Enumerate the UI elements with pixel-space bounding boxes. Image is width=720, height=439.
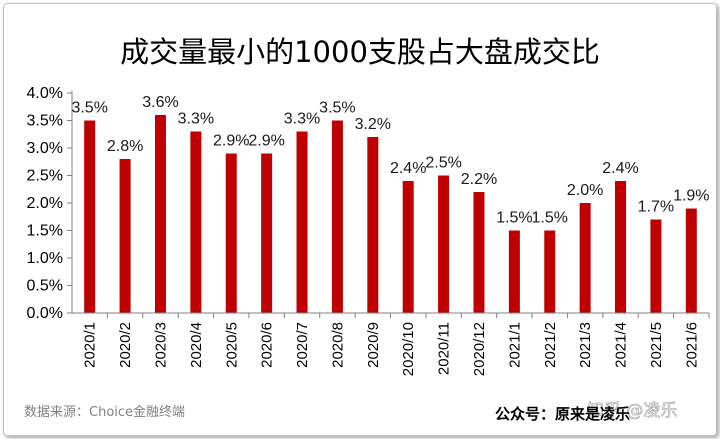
bar-chart: 成交量最小的1000支股占大盘成交比 0.0% 0.5% 1.0% 1.5% 2.0% 2… <box>24 35 710 423</box>
bar <box>190 131 202 313</box>
x-tick-label: 2021/5 <box>648 322 665 368</box>
x-tick-label: 2020/8 <box>329 322 346 368</box>
x-tick-label: 2021/4 <box>613 322 630 368</box>
bar <box>438 175 450 313</box>
bar <box>119 159 131 313</box>
bar <box>296 131 308 313</box>
x-tick-label: 2020/5 <box>223 322 240 368</box>
bar <box>84 120 96 313</box>
data-labels: 3.5%2.8%3.6%3.3%2.9%2.9%3.3%3.5%3.2%2.4%… <box>71 94 709 227</box>
x-axis: 2020/1 2020/2 2020/3 2020/4 2020/5 2020/6 2020… <box>72 312 710 376</box>
data-label: 2.4% <box>602 160 638 177</box>
x-tick-label: 2020/10 <box>400 322 417 376</box>
y-tick-label: 2.5% <box>27 168 63 185</box>
data-label: 1.5% <box>496 210 532 227</box>
data-label: 2.9% <box>248 133 284 150</box>
y-tick-label: 1.5% <box>27 223 63 240</box>
y-tick-label: 3.0% <box>27 140 63 157</box>
y-tick-label: 4.0% <box>27 85 63 102</box>
bar <box>544 230 556 313</box>
data-label: 2.0% <box>567 182 603 199</box>
data-label: 2.8% <box>107 138 143 155</box>
bar <box>261 153 273 313</box>
y-tick-label: 1.0% <box>27 250 63 267</box>
data-label: 3.3% <box>284 111 320 128</box>
bar <box>685 208 697 313</box>
bar <box>650 219 662 313</box>
bar <box>367 137 379 313</box>
chart-frame: 成交量最小的1000支股占大盘成交比 0.0% 0.5% 1.0% 1.5% 2.0% 2… <box>3 3 717 436</box>
bars <box>84 115 697 313</box>
x-tick-label: 2020/11 <box>436 322 453 375</box>
x-tick-label: 2020/4 <box>188 322 205 368</box>
bar <box>331 120 343 313</box>
bar <box>473 192 485 313</box>
x-tick-label: 2020/12 <box>471 322 488 376</box>
x-tick-label: 2020/9 <box>365 322 382 368</box>
y-tick-label: 2.0% <box>27 195 63 212</box>
data-label: 3.5% <box>71 100 107 117</box>
y-tick-label: 0.5% <box>27 278 63 295</box>
y-axis: 0.0% 0.5% 1.0% 1.5% 2.0% 2.5% 3.0% 3.5% 4.0% <box>27 85 73 322</box>
data-label: 2.9% <box>213 133 249 150</box>
y-tick-label: 3.5% <box>27 113 63 130</box>
source-note: 数据来源：Choice金融终端 <box>24 404 185 420</box>
bar <box>402 181 414 313</box>
x-tick-label: 2020/7 <box>294 322 311 368</box>
x-tick-label: 2020/3 <box>152 322 169 368</box>
x-tick-label: 2020/2 <box>117 322 134 368</box>
bar <box>579 203 591 313</box>
x-tick-label: 2020/6 <box>259 322 276 368</box>
credit-text: 公众号：原来是凌乐 <box>495 405 630 423</box>
y-tick-label: 0.0% <box>27 305 63 322</box>
watermark: 知乎 @凌乐 <box>587 401 677 421</box>
x-tick-label: 2021/2 <box>542 322 559 368</box>
x-tick-label: 2021/1 <box>506 322 523 368</box>
x-tick-label: 2021/6 <box>683 322 700 368</box>
data-label: 1.7% <box>638 199 674 216</box>
data-label: 1.5% <box>532 210 568 227</box>
x-tick-label: 2021/3 <box>577 322 594 368</box>
data-label: 2.5% <box>425 155 461 172</box>
data-label: 3.6% <box>142 94 178 111</box>
bar <box>225 153 237 313</box>
data-label: 2.2% <box>461 171 497 188</box>
bar <box>615 181 627 313</box>
data-label: 3.2% <box>355 116 391 133</box>
bar <box>508 230 520 313</box>
bar <box>154 115 166 313</box>
data-label: 3.3% <box>178 111 214 128</box>
data-label: 1.9% <box>673 188 709 205</box>
x-tick-label: 2020/1 <box>82 322 99 368</box>
data-label: 2.4% <box>390 160 426 177</box>
chart-title: 成交量最小的1000支股占大盘成交比 <box>120 35 600 69</box>
data-label: 3.5% <box>319 100 355 117</box>
